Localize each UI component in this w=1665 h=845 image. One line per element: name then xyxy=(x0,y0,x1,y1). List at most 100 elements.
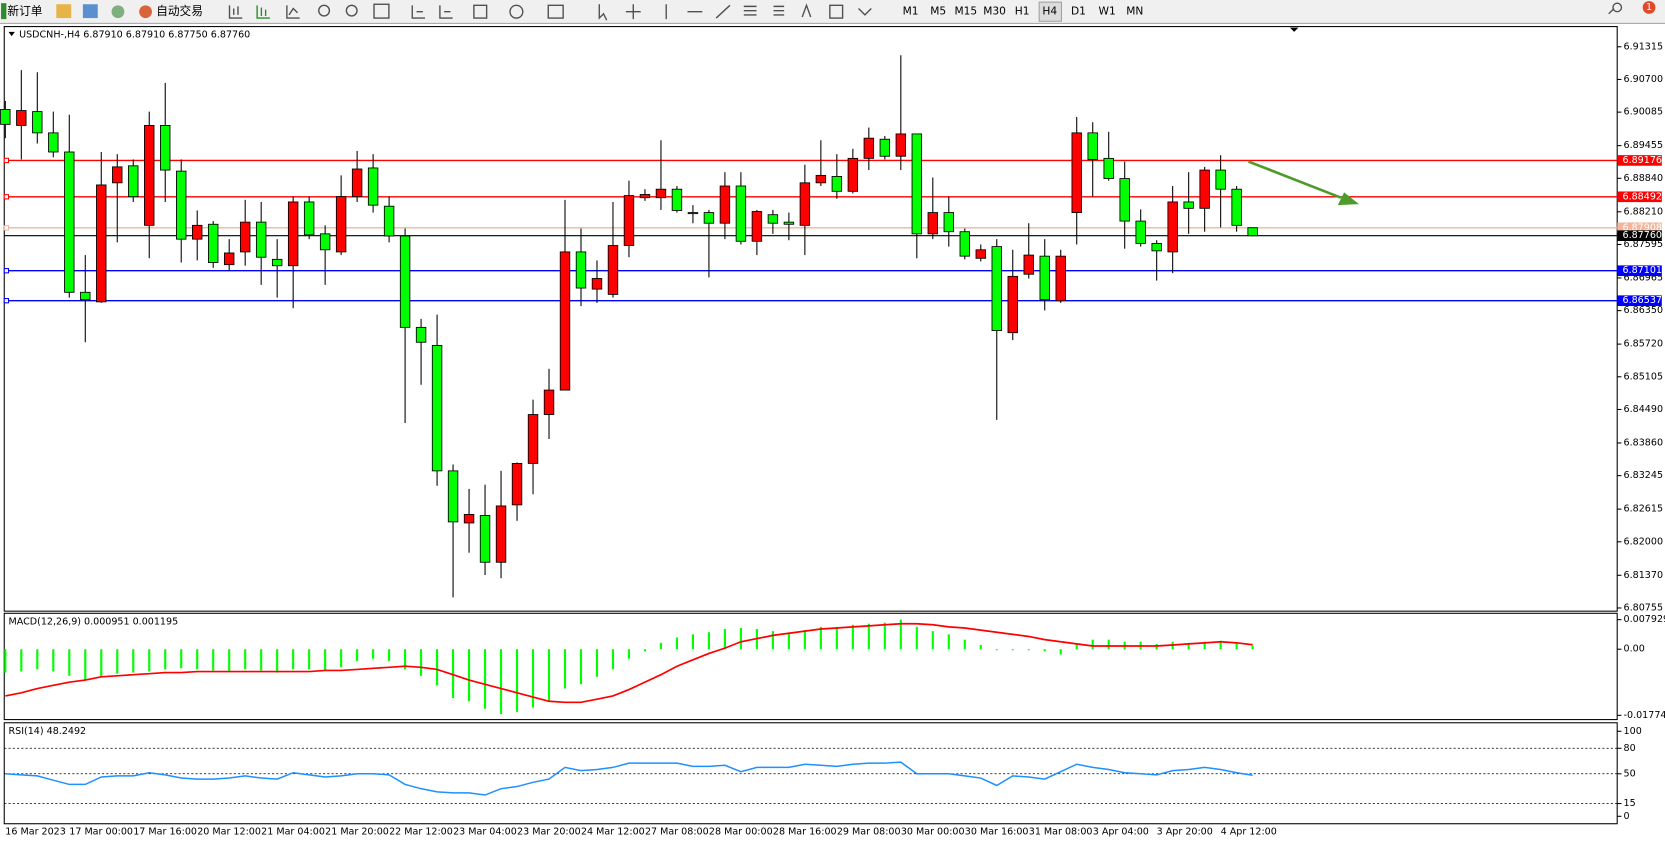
candle-body xyxy=(895,133,907,157)
macd-bar xyxy=(1219,640,1222,650)
candle-body xyxy=(1167,201,1178,253)
candle-body xyxy=(847,157,859,192)
tile-icon[interactable] xyxy=(373,3,390,19)
price-line-anchor xyxy=(3,225,10,231)
shift-marker xyxy=(1289,27,1299,32)
candle-body xyxy=(1247,227,1258,237)
shift-icon[interactable] xyxy=(439,5,453,19)
macd-bar xyxy=(116,649,119,674)
macd-bar xyxy=(499,649,503,715)
timeframe-button[interactable]: M1 xyxy=(903,5,919,18)
candle-body xyxy=(1119,178,1130,222)
candle-body xyxy=(223,252,235,266)
candle-icon[interactable] xyxy=(256,5,270,19)
timeframe-button[interactable]: M15 xyxy=(955,5,978,18)
y-tick-label: 0 xyxy=(1624,811,1630,822)
candle-body xyxy=(831,176,843,192)
macd-bar xyxy=(196,649,199,670)
fibo-icon[interactable] xyxy=(773,5,785,16)
timeframe-button[interactable]: M5 xyxy=(930,5,946,18)
macd-bar xyxy=(595,649,599,677)
candle-body xyxy=(64,151,75,293)
toolbar-icon[interactable] xyxy=(111,5,125,19)
y-tick-label: 0.00 xyxy=(1624,644,1645,655)
timeframe-button[interactable]: H1 xyxy=(1015,5,1030,18)
candle-body xyxy=(80,291,91,301)
candle-body xyxy=(447,470,459,523)
macd-bar xyxy=(547,649,551,702)
price-line-label: 6.87101 xyxy=(1622,265,1661,276)
new-order-button[interactable]: 新订单 xyxy=(7,4,42,18)
scroll-icon[interactable] xyxy=(411,5,426,19)
candle-body xyxy=(879,138,891,157)
auto-trading-button[interactable]: 自动交易 xyxy=(156,4,203,18)
macd-bar xyxy=(1203,641,1206,650)
bar-chart-icon[interactable] xyxy=(228,5,243,19)
price-line-label: 6.86537 xyxy=(1622,295,1661,306)
y-tick-label: 6.86965 xyxy=(1624,272,1663,283)
macd-bar xyxy=(356,649,359,661)
candle-body xyxy=(16,110,27,126)
notification-badge[interactable] xyxy=(1642,1,1656,14)
macd-bar xyxy=(372,649,375,659)
trendline-icon[interactable] xyxy=(715,4,731,19)
y-tick-label: 6.83860 xyxy=(1624,437,1663,448)
time-label: 3 Apr 20:00 xyxy=(1157,827,1213,838)
price-line-anchor xyxy=(3,298,10,304)
periods-icon[interactable] xyxy=(509,4,524,19)
auto-trading-icon[interactable] xyxy=(139,5,152,19)
search-icon-lens[interactable] xyxy=(1612,2,1623,13)
candle-body xyxy=(367,167,379,206)
candle-body xyxy=(511,462,523,506)
macd-bar xyxy=(931,631,934,650)
candle-body xyxy=(112,166,123,184)
zoom-out-icon[interactable] xyxy=(345,4,358,17)
candle-body xyxy=(144,124,155,226)
candle-body xyxy=(1231,188,1242,226)
candle-body xyxy=(975,249,986,259)
time-label: 28 Mar 16:00 xyxy=(773,827,837,838)
symbol-menu-marker xyxy=(8,31,15,37)
toolbar-icon[interactable] xyxy=(82,4,98,19)
candle-body xyxy=(863,137,875,159)
main-panel xyxy=(3,26,1618,612)
line-chart-icon[interactable] xyxy=(286,5,300,19)
macd-bar xyxy=(1075,643,1078,650)
toolbar: 新订单 自动交易 xyxy=(0,0,1665,24)
candle-body xyxy=(959,231,970,257)
macd-bar xyxy=(979,644,982,650)
y-tick-label: 6.82615 xyxy=(1624,504,1663,515)
candle-body xyxy=(751,211,763,242)
candle-body xyxy=(815,174,827,184)
time-label: 23 Mar 20:00 xyxy=(517,827,581,838)
macd-bar xyxy=(787,633,790,650)
candle-body xyxy=(799,182,811,226)
label-icon[interactable] xyxy=(829,4,844,19)
y-tick-label: 6.89455 xyxy=(1624,140,1663,151)
crosshair-icon[interactable] xyxy=(625,4,641,20)
timeframe-button[interactable]: D1 xyxy=(1071,5,1086,18)
channel-icon[interactable] xyxy=(743,5,757,16)
timeframe-button[interactable]: M30 xyxy=(983,5,1006,18)
toolbar-icons[interactable] xyxy=(228,2,1623,21)
timeframe-button[interactable]: H4 xyxy=(1042,5,1057,18)
candle-body xyxy=(96,184,107,303)
indicators-icon[interactable] xyxy=(473,4,488,19)
candle-body xyxy=(431,345,443,472)
timeframe-button[interactable]: W1 xyxy=(1099,5,1116,18)
timeframe-button[interactable]: MN xyxy=(1126,5,1143,18)
y-tick-label: 50 xyxy=(1624,768,1636,779)
zoom-in-icon[interactable] xyxy=(318,4,331,17)
toolbar-icon[interactable] xyxy=(56,4,72,19)
text-icon[interactable] xyxy=(801,3,812,18)
notification-count: 1 xyxy=(1646,2,1652,13)
candle-body xyxy=(991,246,1002,331)
candle-body xyxy=(607,245,619,295)
macd-bar xyxy=(1059,649,1062,655)
arrows-icon[interactable] xyxy=(858,8,872,16)
macd-bar xyxy=(611,649,615,670)
macd-bar xyxy=(180,649,183,669)
templates-icon[interactable] xyxy=(547,4,564,19)
cursor-icon[interactable] xyxy=(598,4,608,21)
macd-bar xyxy=(899,619,902,650)
